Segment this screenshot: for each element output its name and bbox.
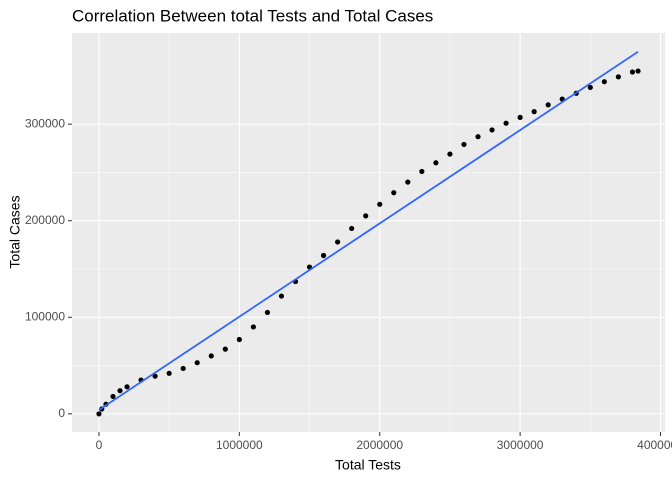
data-point bbox=[194, 360, 200, 366]
data-point bbox=[278, 293, 285, 299]
data-point bbox=[489, 127, 495, 133]
data-point bbox=[405, 179, 411, 185]
x-tick-label: 3000000 bbox=[497, 438, 544, 452]
x-tick-label: 4000000 bbox=[637, 438, 672, 452]
data-point bbox=[152, 373, 158, 379]
y-tick-label: 300000 bbox=[25, 116, 65, 130]
data-point bbox=[117, 388, 123, 394]
data-point bbox=[545, 102, 551, 108]
data-point bbox=[587, 84, 593, 91]
y-tick-label: 100000 bbox=[25, 309, 65, 323]
data-point bbox=[320, 252, 327, 259]
data-point bbox=[433, 160, 439, 166]
data-point bbox=[629, 69, 636, 75]
data-point bbox=[377, 201, 383, 207]
data-point bbox=[517, 114, 523, 120]
data-point bbox=[531, 109, 537, 115]
data-point bbox=[601, 79, 607, 85]
x-tick-label: 0 bbox=[96, 438, 103, 452]
data-point bbox=[363, 213, 369, 219]
y-tick-label: 0 bbox=[58, 406, 65, 420]
x-tick-label: 1000000 bbox=[216, 438, 263, 452]
data-point bbox=[250, 324, 256, 330]
y-axis-title: Total Cases bbox=[7, 195, 23, 268]
data-point bbox=[222, 346, 228, 352]
data-point bbox=[615, 74, 621, 80]
data-point bbox=[391, 190, 397, 196]
x-axis-title: Total Tests bbox=[335, 457, 401, 473]
data-point bbox=[349, 225, 355, 232]
data-point bbox=[110, 393, 116, 400]
y-tick-label: 200000 bbox=[25, 213, 65, 227]
data-point bbox=[180, 365, 186, 372]
data-point bbox=[447, 151, 453, 157]
data-point bbox=[166, 370, 172, 376]
data-point bbox=[236, 336, 242, 343]
data-point bbox=[461, 141, 467, 148]
data-point bbox=[503, 120, 509, 126]
data-point bbox=[475, 134, 481, 140]
data-point bbox=[335, 239, 341, 245]
data-point bbox=[124, 384, 130, 390]
chart-title: Correlation Between total Tests and Tota… bbox=[72, 6, 433, 25]
data-point bbox=[264, 309, 271, 316]
x-tick-label: 2000000 bbox=[356, 438, 403, 452]
data-point bbox=[419, 168, 425, 175]
data-point bbox=[96, 411, 102, 417]
data-point bbox=[208, 353, 214, 359]
data-point bbox=[635, 68, 641, 74]
fit-line bbox=[98, 50, 639, 411]
